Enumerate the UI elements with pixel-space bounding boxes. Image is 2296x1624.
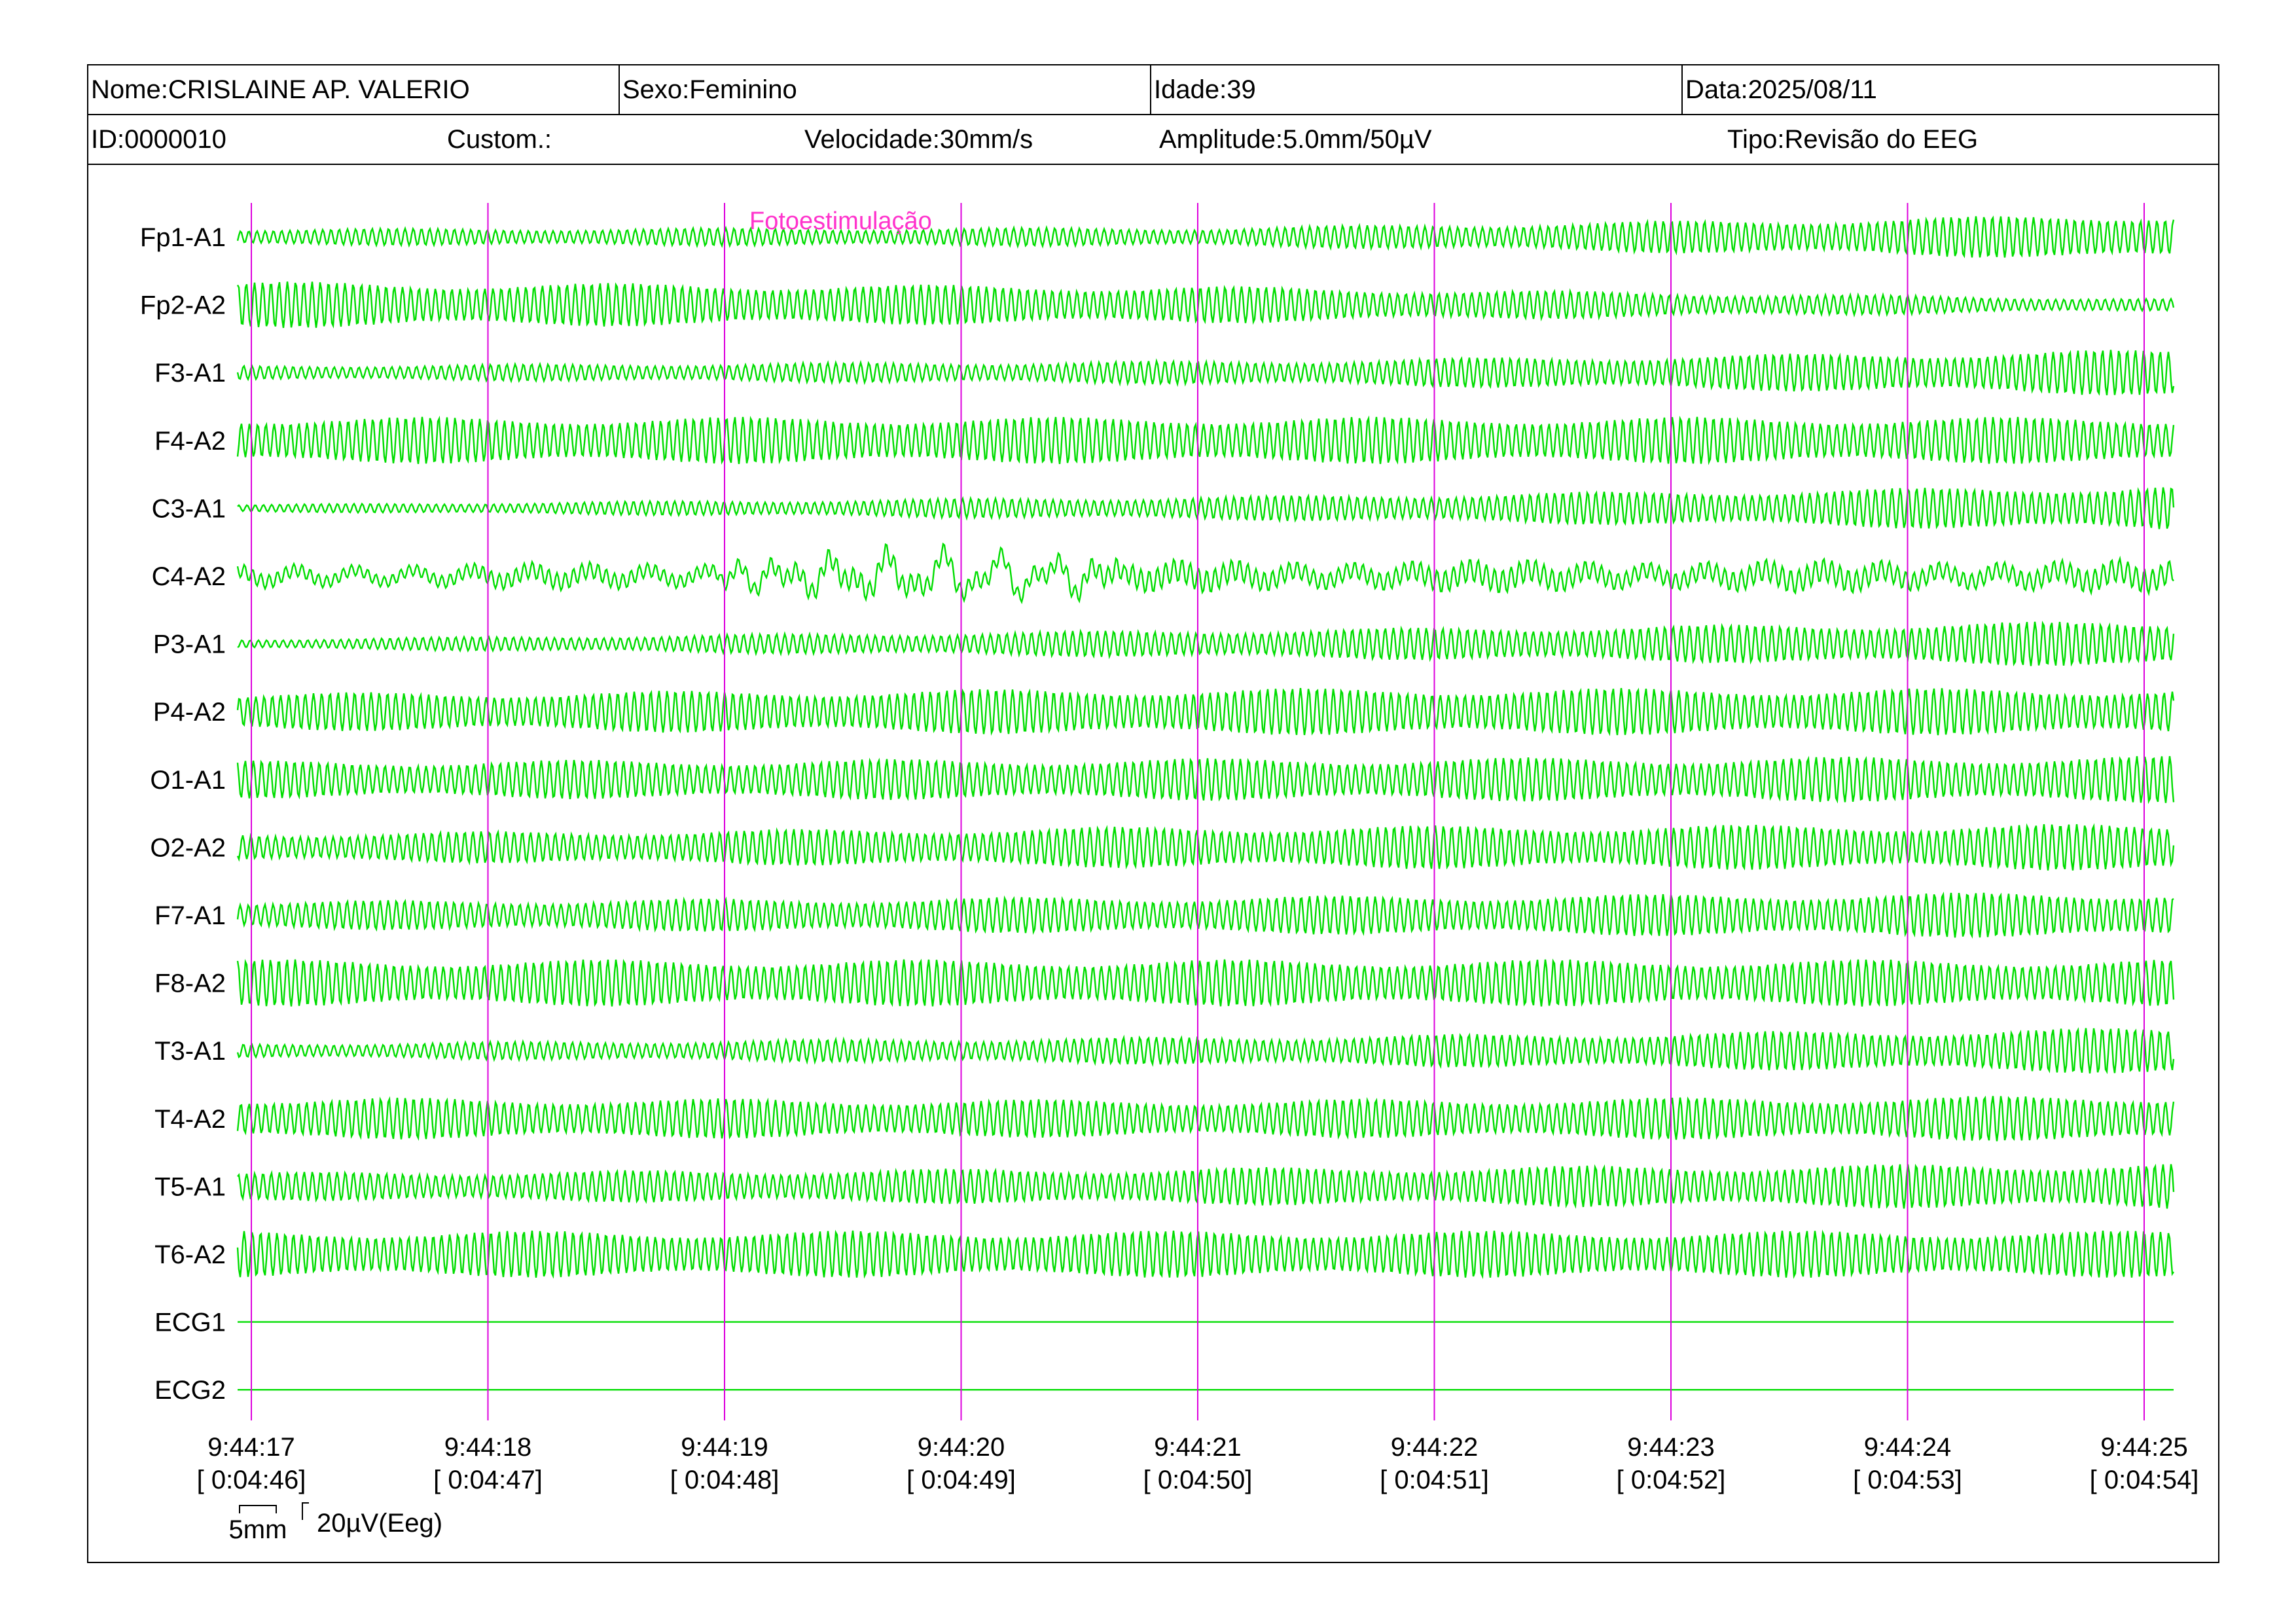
eeg-trace-o1-a1: [236, 755, 2175, 804]
channel-label-o1-a1: O1-A1: [150, 766, 226, 795]
paper-speed: Velocidade:30mm/s: [804, 125, 1033, 154]
time-tick-clock-4: 9:44:21: [1154, 1433, 1241, 1462]
channel-label-c3-a1: C3-A1: [152, 494, 226, 523]
channel-label-f7-a1: F7-A1: [154, 901, 226, 930]
eeg-trace-f8-a2: [236, 958, 2175, 1007]
eeg-trace-c4-a2: [236, 542, 2174, 605]
time-tick-elapsed-7: [ 0:04:53]: [1853, 1466, 1962, 1494]
channel-label-fp2-a2: Fp2-A2: [140, 291, 226, 320]
time-scale-label: 5mm: [229, 1515, 287, 1544]
channel-label-t3-a1: T3-A1: [154, 1037, 226, 1066]
channel-label-p3-a1: P3-A1: [153, 630, 226, 659]
header-row-exam: ID:0000010 Custom.: Velocidade:30mm/s Am…: [88, 115, 2218, 165]
eeg-trace-f7-a1: [236, 892, 2174, 939]
eeg-trace-t6-a2: [236, 1229, 2174, 1280]
time-tick-elapsed-4: [ 0:04:50]: [1143, 1466, 1253, 1494]
time-tick-clock-6: 9:44:23: [1627, 1433, 1714, 1462]
patient-sex: Sexo:Feminino: [619, 65, 1150, 114]
eeg-trace-fp1-a1: [236, 215, 2175, 259]
time-tick-elapsed-5: [ 0:04:51]: [1380, 1466, 1489, 1494]
eeg-trace-c3-a1: [237, 486, 2175, 530]
amplitude-scale-label: 20µV(Eeg): [317, 1509, 442, 1538]
time-tick-clock-0: 9:44:17: [207, 1433, 295, 1462]
header-row-patient: Nome:CRISLAINE AP. VALERIO Sexo:Feminino…: [88, 65, 2218, 115]
time-tick-clock-7: 9:44:24: [1864, 1433, 1951, 1462]
time-tick-clock-2: 9:44:19: [681, 1433, 768, 1462]
time-tick-elapsed-0: [ 0:04:46]: [197, 1466, 306, 1494]
channel-label-f3-a1: F3-A1: [154, 359, 226, 388]
time-tick-clock-3: 9:44:20: [918, 1433, 1005, 1462]
channel-label-ecg1: ECG1: [154, 1308, 226, 1337]
channel-label-fp1-a1: Fp1-A1: [140, 223, 226, 252]
amplitude-setting: Amplitude:5.0mm/50µV: [1159, 125, 1432, 154]
eeg-trace-p3-a1: [237, 621, 2175, 667]
photic-stimulation-label: Fotoestimulação: [749, 208, 932, 235]
eeg-trace-o2-a2: [236, 823, 2175, 871]
patient-age: Idade:39: [1150, 65, 1681, 114]
time-tick-elapsed-8: [ 0:04:54]: [2090, 1466, 2199, 1494]
time-tick-clock-8: 9:44:25: [2100, 1433, 2187, 1462]
eeg-trace-t5-a1: [237, 1163, 2175, 1209]
patient-id: ID:0000010: [91, 125, 226, 154]
eeg-trace-p4-a2: [236, 687, 2175, 736]
channel-label-t6-a2: T6-A2: [154, 1240, 226, 1269]
time-tick-elapsed-2: [ 0:04:48]: [670, 1466, 780, 1494]
eeg-trace-f3-a1: [236, 350, 2175, 396]
eeg-trace-f4-a2: [236, 415, 2175, 465]
patient-name: Nome:CRISLAINE AP. VALERIO: [91, 75, 470, 104]
custom-field: Custom.:: [447, 125, 552, 154]
channel-label-c4-a2: C4-A2: [152, 562, 226, 591]
time-tick-elapsed-3: [ 0:04:49]: [906, 1466, 1016, 1494]
exam-date: Data:2025/08/11: [1681, 65, 2218, 114]
amplitude-scale-bar: [302, 1502, 309, 1520]
eeg-report-sheet: Nome:CRISLAINE AP. VALERIO Sexo:Feminino…: [87, 64, 2219, 1563]
channel-label-o2-a2: O2-A2: [150, 833, 226, 862]
time-tick-clock-5: 9:44:22: [1391, 1433, 1478, 1462]
channel-label-ecg2: ECG2: [154, 1376, 226, 1405]
channel-label-p4-a2: P4-A2: [153, 698, 226, 727]
time-tick-elapsed-1: [ 0:04:47]: [433, 1466, 543, 1494]
time-scale-bar: [239, 1505, 277, 1513]
channel-label-t5-a1: T5-A1: [154, 1172, 226, 1201]
eeg-trace-fp2-a2: [236, 281, 2175, 329]
time-tick-clock-1: 9:44:18: [444, 1433, 531, 1462]
channel-label-f8-a2: F8-A2: [154, 969, 226, 998]
exam-type: Tipo:Revisão do EEG: [1727, 125, 1979, 154]
channel-label-t4-a2: T4-A2: [154, 1105, 226, 1134]
channel-label-f4-a2: F4-A2: [154, 427, 226, 456]
time-tick-elapsed-6: [ 0:04:52]: [1617, 1466, 1726, 1494]
eeg-trace-t3-a1: [236, 1027, 2175, 1075]
eeg-trace-t4-a2: [236, 1095, 2175, 1142]
